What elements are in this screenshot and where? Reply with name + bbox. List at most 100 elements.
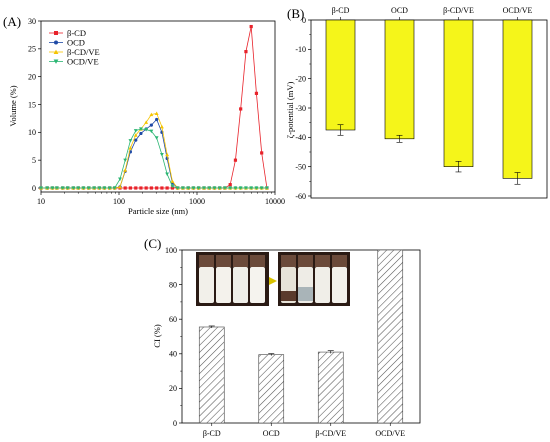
panel-label-a: (A) <box>3 14 21 29</box>
chart-a-point-3 <box>149 129 154 134</box>
chart-a-point-0 <box>244 50 248 54</box>
chart-a-legend-label: OCD <box>67 38 85 48</box>
chart-a-point-0 <box>228 183 232 187</box>
chart-a-point-2 <box>123 168 128 172</box>
chart-c-y-tick-label: 100 <box>165 246 177 255</box>
chart-a-legend-marker <box>54 40 58 45</box>
chart-a-point-3 <box>81 186 86 190</box>
chart-a-point-2 <box>128 146 133 150</box>
chart-a-point-3 <box>107 186 112 190</box>
chart-a-frame <box>40 20 276 193</box>
chart-a-point-3 <box>202 186 206 190</box>
chart-a-y-tick-label: 0 <box>32 184 36 193</box>
chart-b-bar <box>502 19 533 179</box>
chart-a-x-ticks: 10 100 1000 10000 <box>37 192 285 206</box>
chart-a-point-3 <box>175 186 180 190</box>
chart-b-category-label: β-CD/VE <box>443 6 474 15</box>
chart-a-point-3 <box>92 186 97 190</box>
chart-b-bar <box>384 19 415 140</box>
chart-b-y-ticks: 0 -10 -20 -30 -40 -50 -60 <box>295 16 311 201</box>
chart-b-category-label: β-CD <box>332 6 350 15</box>
chart-a-point-0 <box>139 186 143 190</box>
chart-a-point-3 <box>60 186 65 190</box>
chart-a-point-1 <box>155 117 159 122</box>
chart-a-series-line-1 <box>41 118 267 189</box>
chart-a-point-3 <box>170 184 175 189</box>
chart-c-y-tick-label: 60 <box>169 315 177 324</box>
chart-a-point-1 <box>149 123 153 127</box>
chart-c: 0 20 40 60 80 100 β-CD OCD β-CD/VE OCD/VE CI (%) <box>152 246 421 438</box>
chart-c-bar <box>317 351 344 424</box>
chart-c-category-labels: β-CD OCD β-CD/VE OCD/VE <box>203 423 405 438</box>
chart-a-point-3 <box>212 186 217 190</box>
chart-b-y-axis-title: ζ-potential (mV) <box>285 82 295 139</box>
chart-a-y-tick-label: 10 <box>28 128 36 137</box>
chart-b-y-tick-label: 0 <box>302 16 306 25</box>
chart-a-legend-label: β-CD/VE <box>67 47 100 57</box>
vial-photo-before <box>196 252 269 306</box>
chart-a: 10 100 1000 10000 0 5 10 15 20 25 30 β-CDOCDβ-CD/… <box>8 17 285 216</box>
chart-c-category-label: β-CD/VE <box>315 429 346 438</box>
chart-c-y-tick-label: 80 <box>169 280 177 289</box>
chart-a-point-3 <box>139 127 143 131</box>
chart-a-point-2 <box>159 124 164 129</box>
chart-a-legend-label: β-CD <box>67 28 86 38</box>
chart-a-legend-marker <box>53 59 59 64</box>
chart-a-point-1 <box>139 131 143 136</box>
chart-b-bars <box>325 19 533 185</box>
arrow-icon <box>269 277 277 285</box>
chart-a-point-3 <box>165 172 170 177</box>
chart-c-y-axis-title: CI (%) <box>152 324 162 348</box>
chart-a-point-2 <box>118 184 122 189</box>
chart-b-y-tick-label: -60 <box>295 192 306 201</box>
chart-a-point-0 <box>123 186 127 190</box>
chart-b-bar <box>443 19 474 167</box>
chart-c-y-tick-label: 0 <box>173 419 177 428</box>
chart-a-point-1 <box>134 138 138 142</box>
chart-b-bar <box>325 19 356 131</box>
chart-a-point-3 <box>238 186 243 190</box>
chart-a-point-3 <box>86 186 91 190</box>
chart-a-point-3 <box>144 127 149 132</box>
chart-a-point-3 <box>196 186 201 190</box>
chart-a-point-3 <box>186 186 191 190</box>
chart-b-category-label: OCD <box>391 6 408 15</box>
chart-a-legend-marker <box>54 31 58 35</box>
chart-a-point-3 <box>154 136 159 140</box>
chart-a-point-3 <box>65 186 70 190</box>
chart-b-y-tick-label: -40 <box>295 133 306 142</box>
chart-a-point-3 <box>159 153 164 157</box>
chart-b-frame <box>310 19 548 199</box>
chart-a-point-3 <box>233 186 238 190</box>
chart-a-point-2 <box>149 112 154 117</box>
chart-a-point-0 <box>260 151 264 155</box>
chart-a-point-3 <box>112 186 117 190</box>
chart-a-point-3 <box>55 186 59 190</box>
chart-a-point-0 <box>134 186 138 190</box>
chart-c-bar <box>377 249 404 424</box>
chart-a-point-3 <box>254 186 259 190</box>
chart-a-point-0 <box>165 186 169 190</box>
chart-a-series-line-2 <box>41 112 267 189</box>
chart-c-y-tick-label: 20 <box>169 384 177 393</box>
chart-c-y-ticks: 0 20 40 60 80 100 <box>165 246 182 428</box>
chart-a-series-line-3 <box>41 128 267 189</box>
chart-a-point-0 <box>149 186 153 190</box>
chart-a-point-0 <box>249 24 253 29</box>
chart-b-y-tick-label: -50 <box>295 162 306 171</box>
chart-a-x-tick-label: 100 <box>113 197 125 206</box>
chart-a-x-tick-label: 10 <box>37 197 45 206</box>
chart-a-point-3 <box>71 186 76 190</box>
chart-a-point-3 <box>128 139 133 143</box>
chart-a-point-3 <box>45 186 50 190</box>
chart-a-y-axis-title: Volume (%) <box>8 85 18 126</box>
chart-c-y-tick-label: 40 <box>169 350 177 359</box>
chart-a-point-3 <box>50 186 55 190</box>
chart-a-point-3 <box>133 129 138 133</box>
chart-a-point-2 <box>170 179 175 183</box>
chart-a-y-tick-label: 5 <box>32 156 36 165</box>
chart-a-point-2 <box>144 120 149 124</box>
chart-a-y-tick-label: 25 <box>28 45 36 54</box>
